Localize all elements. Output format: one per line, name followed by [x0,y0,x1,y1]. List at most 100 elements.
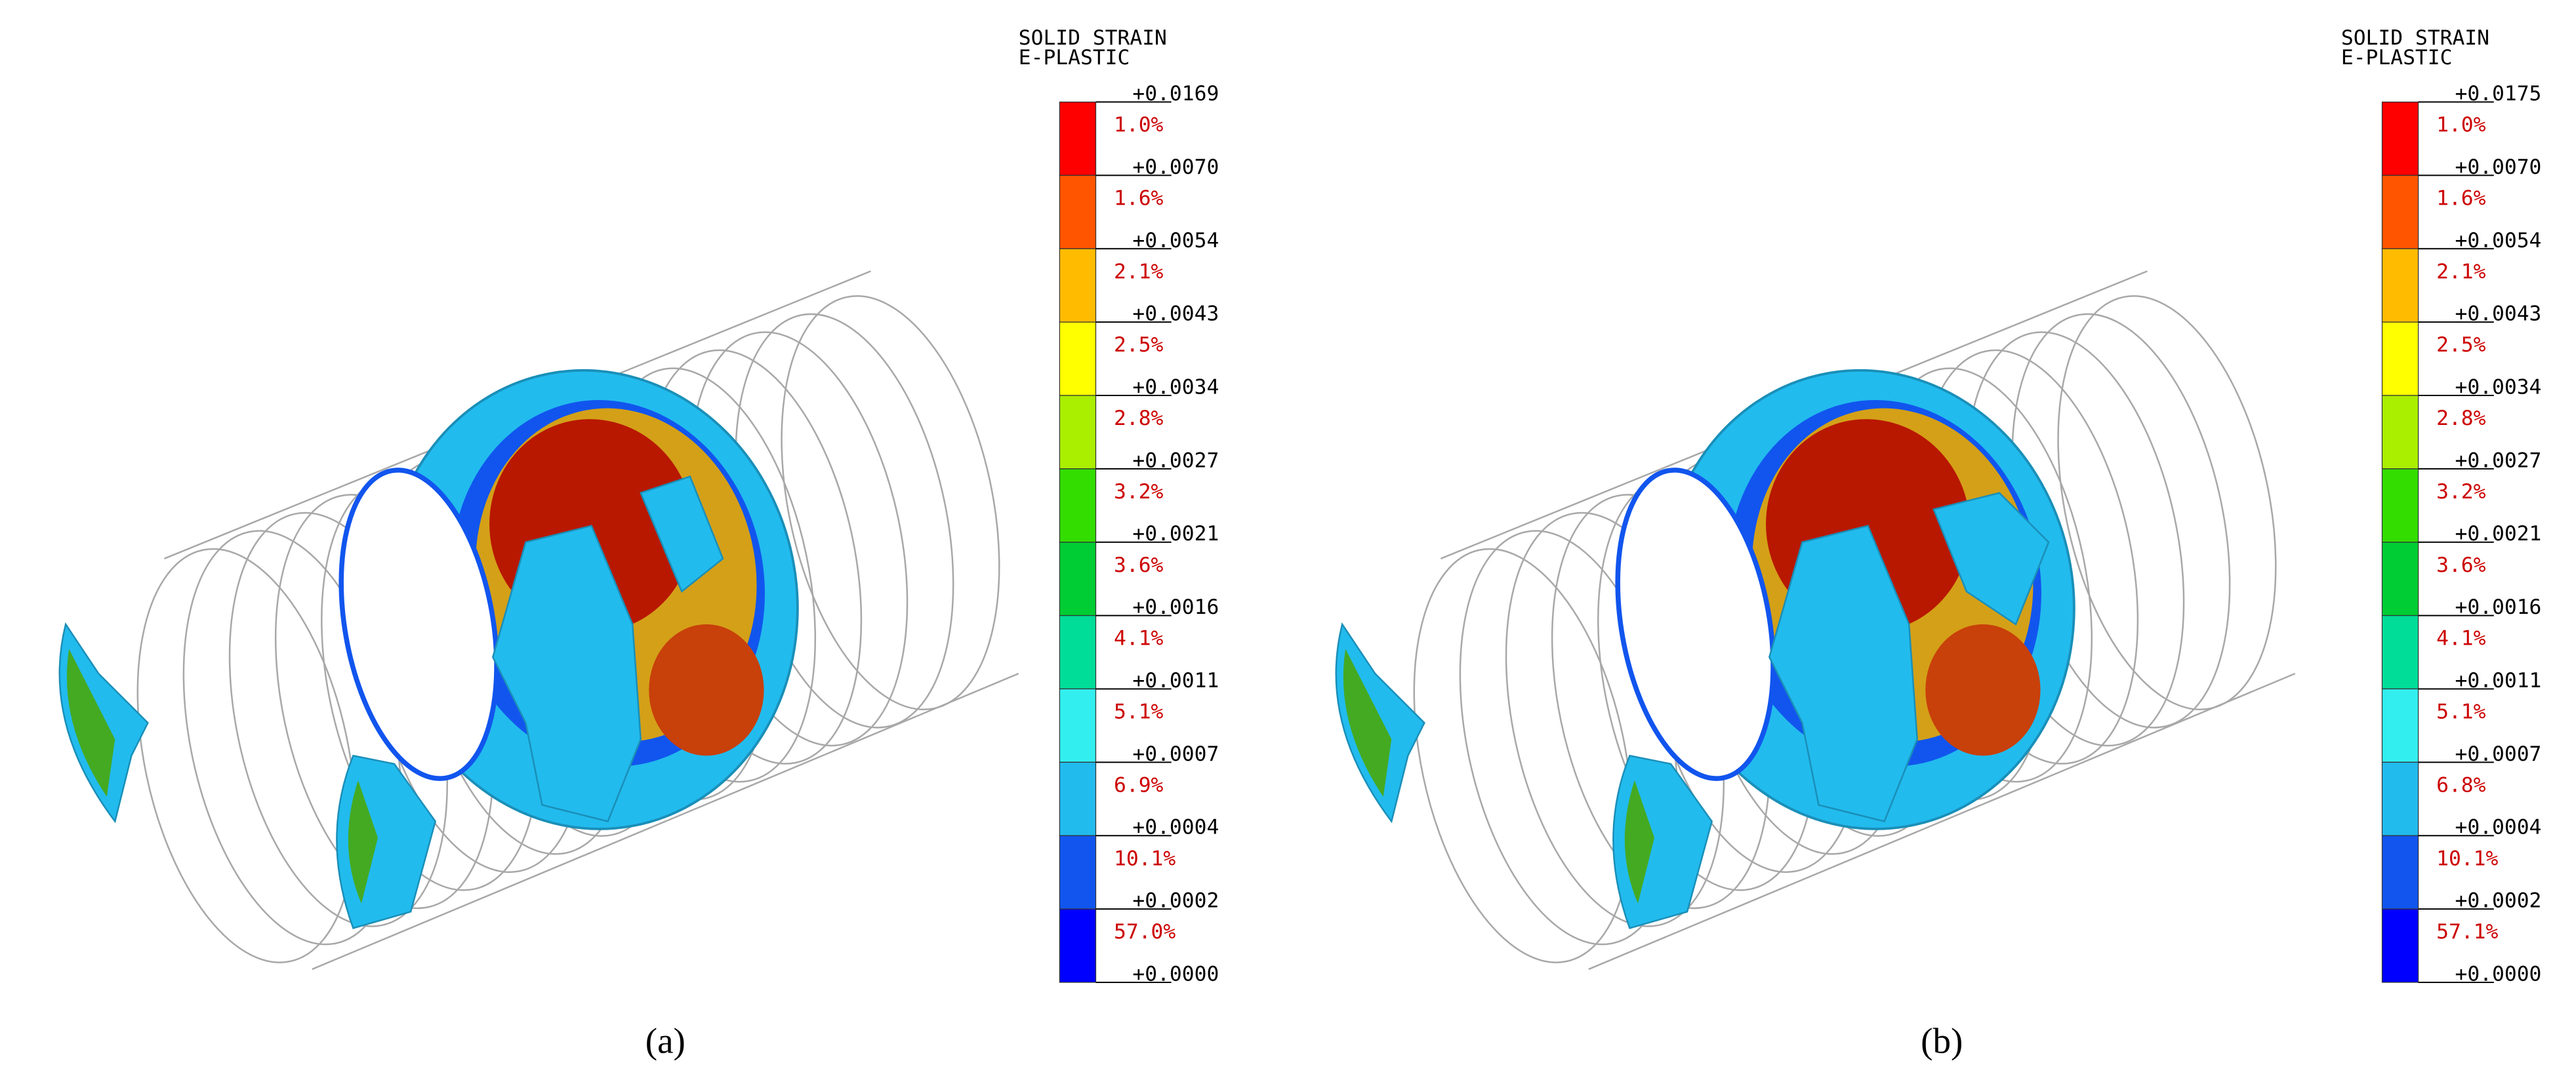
legend-boundary: +0.0043 [2455,302,2542,326]
opening [1615,468,1776,781]
legend-percent: 5.1% [1114,700,1164,724]
legend-percent: 3.6% [2436,553,2486,577]
legend-swatch [2381,835,2419,910]
legend-percent: 1.6% [2436,186,2486,210]
legend-percent: 57.1% [2436,920,2498,944]
legend-swatch [1059,248,1097,323]
legend-boundary: +0.0175 [2455,82,2542,106]
legend-percent: 2.8% [1114,407,1164,430]
legend-swatch [1059,542,1097,616]
legend-percent: 4.1% [2436,627,2486,651]
caption: (a) [645,1021,685,1061]
legend-boundary: +0.0070 [1132,155,1219,179]
legend-title: SOLID STRAIN [1019,26,1167,50]
legend-percent: 2.8% [2436,407,2486,430]
legend-percent: 2.1% [2436,260,2486,283]
legend-swatch [2381,248,2419,323]
wireframe-edge [312,672,1019,971]
legend-swatch [1059,395,1097,470]
legend-percent: 3.6% [1114,553,1164,577]
legend-percent: 2.5% [1114,333,1164,357]
legend-boundary: +0.0004 [2455,816,2542,839]
legend-swatch [1059,614,1097,690]
legend-percent: 3.2% [2436,480,2486,504]
legend-swatch [1059,835,1097,910]
legend-swatch [2381,761,2419,836]
legend-swatch [2381,468,2419,543]
legend-swatch [1059,761,1097,836]
legend-boundary: +0.0027 [1132,449,1219,472]
wireframe-ring [1413,548,1633,963]
wireframe-ring [136,548,356,963]
legend-swatch [1059,468,1097,543]
legend-boundary: +0.0000 [1132,962,1219,986]
legend-swatch [1059,321,1097,396]
legend-percent: 1.6% [1114,186,1164,210]
legend-title: SOLID STRAIN [2341,26,2489,50]
legend-swatch [2381,395,2419,470]
legend-boundary: +0.0007 [2455,742,2542,766]
legend-swatch [2381,614,2419,690]
legend-boundary: +0.0002 [2455,889,2542,913]
model-render [58,270,1019,971]
legend-percent: 57.0% [1114,920,1176,944]
legend-swatch [1059,688,1097,763]
face-strain-mid [1925,624,2041,756]
legend-swatch [2381,688,2419,763]
legend-boundary: +0.0043 [1132,302,1219,326]
legend-boundary: +0.0011 [1132,669,1219,693]
legend-boundary: +0.0016 [1132,595,1219,619]
legend-swatch [2381,321,2419,396]
rock-piece-strain [1343,649,1392,797]
legend-boundary: +0.0011 [2455,669,2542,693]
legend-boundary: +0.0007 [1132,742,1219,766]
legend-boundary: +0.0002 [1132,889,1219,913]
legend-percent: 5.1% [2436,700,2486,724]
legend-boundary: +0.0004 [1132,816,1219,839]
model-render [1335,270,2296,971]
caption: (b) [1921,1021,1963,1061]
legend-swatch [2381,908,2419,983]
legend-percent: 2.5% [2436,333,2486,357]
legend-boundary: +0.0021 [2455,522,2542,546]
legend-boundary: +0.0000 [2455,962,2542,986]
legend-boundary: +0.0027 [2455,449,2542,472]
rock-piece-strain [1624,780,1654,904]
legend-swatch [1059,908,1097,983]
legend-percent: 6.8% [2436,773,2486,797]
legend-percent: 6.9% [1114,773,1164,797]
legend-boundary: +0.0169 [1132,82,1219,106]
legend-percent: 10.1% [2436,847,2498,870]
rock-block [492,525,642,822]
legend-boundary: +0.0034 [2455,376,2542,399]
legend-percent: 1.0% [1114,113,1164,137]
legend-title: E-PLASTIC [2341,46,2453,70]
legend-boundary: +0.0034 [1132,376,1219,399]
legend-percent: 3.2% [1114,480,1164,504]
legend-percent: 1.0% [2436,113,2486,137]
legend-percent: 2.1% [1114,260,1164,283]
legend-swatch [2381,542,2419,616]
opening [338,468,499,781]
legend-boundary: +0.0054 [1132,229,1219,252]
wireframe-edge [1588,672,2296,971]
legend-boundary: +0.0070 [2455,155,2542,179]
legend-boundary: +0.0016 [2455,595,2542,619]
rock-block [1932,492,2050,626]
legend-title: E-PLASTIC [1019,46,1130,70]
legend-swatch [1059,174,1097,249]
legend-swatch [2381,174,2419,249]
legend-percent: 10.1% [1114,847,1176,870]
legend-swatch [1059,101,1097,176]
legend-swatch [2381,101,2419,176]
rock-piece-strain [66,649,115,797]
rock-piece-strain [348,780,378,904]
legend-boundary: +0.0054 [2455,229,2542,252]
face-strain-mid [649,624,764,756]
